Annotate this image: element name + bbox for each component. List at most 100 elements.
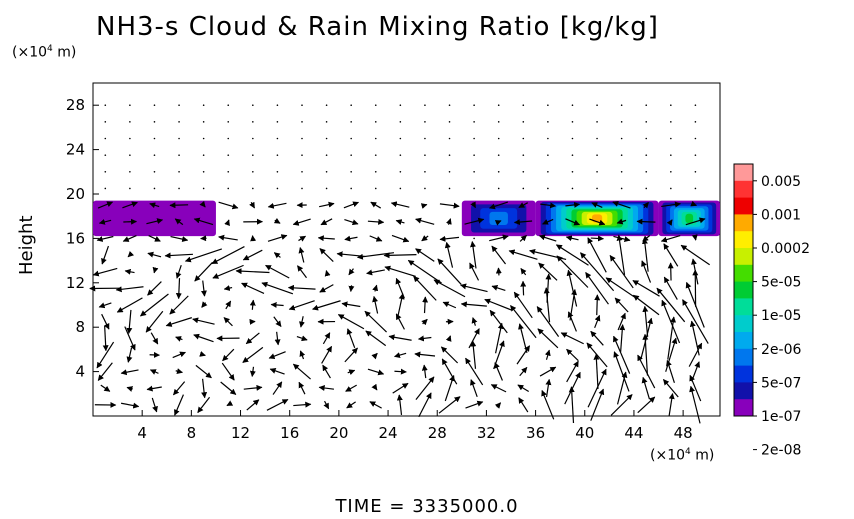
wind-arrow — [392, 382, 409, 394]
wind-arrow — [147, 281, 162, 296]
wind-dot — [227, 121, 230, 123]
wind-arrow — [544, 349, 551, 360]
wind-arrow — [517, 384, 530, 393]
wind-dot — [424, 171, 426, 173]
wind-dot — [178, 171, 180, 173]
wind-arrow — [273, 252, 281, 259]
wind-arrow — [126, 309, 133, 334]
wind-arrow — [223, 285, 233, 291]
wind-arrow — [680, 244, 710, 266]
wind-arrow — [491, 285, 506, 292]
wind-arrow — [441, 358, 458, 385]
wind-arrow — [391, 234, 410, 243]
wind-dot — [301, 171, 303, 173]
wind-dot — [153, 171, 156, 173]
plot-frame — [92, 82, 721, 417]
wind-arrow — [298, 247, 305, 263]
wind-arrow — [632, 294, 660, 316]
wind-dot — [399, 187, 402, 190]
wind-arrow — [175, 368, 183, 375]
wind-arrow — [433, 279, 466, 298]
wind-arrow — [122, 234, 137, 242]
wind-dot — [670, 187, 672, 190]
wind-dot — [571, 187, 574, 190]
wind-arrow — [192, 317, 215, 325]
wind-arrow — [614, 297, 629, 313]
wind-arrow — [384, 265, 416, 277]
time-equals: = — [389, 496, 406, 517]
wind-arrow — [407, 259, 442, 284]
colorbar-label: 5e-07 — [761, 375, 801, 391]
wind-dot — [522, 154, 525, 156]
wind-dot — [571, 171, 574, 173]
wind-dot — [596, 171, 598, 173]
wind-dot — [350, 121, 352, 123]
wind-arrow — [241, 282, 265, 295]
wind-dot — [129, 137, 131, 140]
wind-arrow — [149, 202, 160, 209]
wind-arrow — [367, 368, 385, 376]
wind-arrow — [541, 389, 555, 420]
wind-arrow — [661, 201, 681, 208]
colorbar-frame — [733, 163, 754, 417]
wind-arrow — [242, 249, 263, 261]
wind-arrow — [494, 362, 503, 381]
wind-arrow — [101, 245, 110, 265]
wind-arrow — [395, 277, 405, 299]
wind-dot — [596, 187, 598, 190]
wind-dot — [325, 187, 328, 190]
wind-dot — [301, 154, 303, 156]
y-tick-label: 12 — [66, 274, 85, 292]
wind-arrow — [265, 264, 290, 279]
wind-arrow — [545, 378, 552, 398]
wind-dot — [350, 104, 352, 106]
wind-dot — [252, 104, 254, 106]
wind-dot — [252, 171, 254, 173]
wind-arrow — [211, 246, 245, 265]
wind-dot — [670, 104, 672, 106]
wind-dot — [645, 137, 648, 140]
wind-arrow — [642, 202, 649, 209]
wind-arrow — [218, 201, 239, 210]
wind-arrow — [495, 322, 504, 354]
wind-dot — [596, 121, 598, 123]
wind-arrow — [470, 241, 477, 269]
wind-arrow — [370, 201, 382, 209]
wind-arrow — [421, 318, 428, 326]
wind-arrow — [270, 301, 284, 308]
wind-arrow — [201, 301, 208, 308]
wind-dot — [645, 187, 648, 190]
wind-dot — [202, 187, 205, 190]
wind-arrow — [97, 201, 114, 209]
wind-arrow — [616, 234, 626, 275]
wind-arrow — [519, 366, 528, 377]
wind-arrow — [322, 364, 331, 379]
wind-arrow — [115, 286, 144, 293]
wind-arrow — [612, 201, 631, 209]
wind-dot — [104, 171, 107, 173]
wind-dot — [522, 171, 525, 173]
wind-dot — [399, 137, 402, 140]
wind-arrow — [164, 252, 193, 259]
wind-arrow — [369, 401, 382, 409]
wind-dot — [473, 171, 475, 173]
x-tick-label: 28 — [428, 424, 447, 442]
colorbar-swatch — [734, 315, 753, 333]
wind-arrow — [565, 218, 581, 226]
wind-arrow — [235, 268, 270, 275]
wind-dot — [448, 187, 451, 190]
colorbar-label: 0.0002 — [761, 241, 810, 257]
wind-dot — [399, 121, 402, 123]
wind-arrow — [464, 217, 485, 225]
x-tick-label: 20 — [329, 424, 348, 442]
wind-dot — [153, 104, 156, 106]
wind-arrow — [690, 200, 697, 207]
wind-arrow — [640, 317, 653, 359]
wind-arrow — [194, 261, 213, 282]
wind-dot — [424, 187, 426, 190]
wind-arrow — [439, 235, 460, 242]
wind-arrow — [249, 366, 256, 377]
wind-dot — [374, 187, 377, 190]
wind-arrow — [468, 328, 480, 349]
wind-arrow — [691, 258, 699, 285]
